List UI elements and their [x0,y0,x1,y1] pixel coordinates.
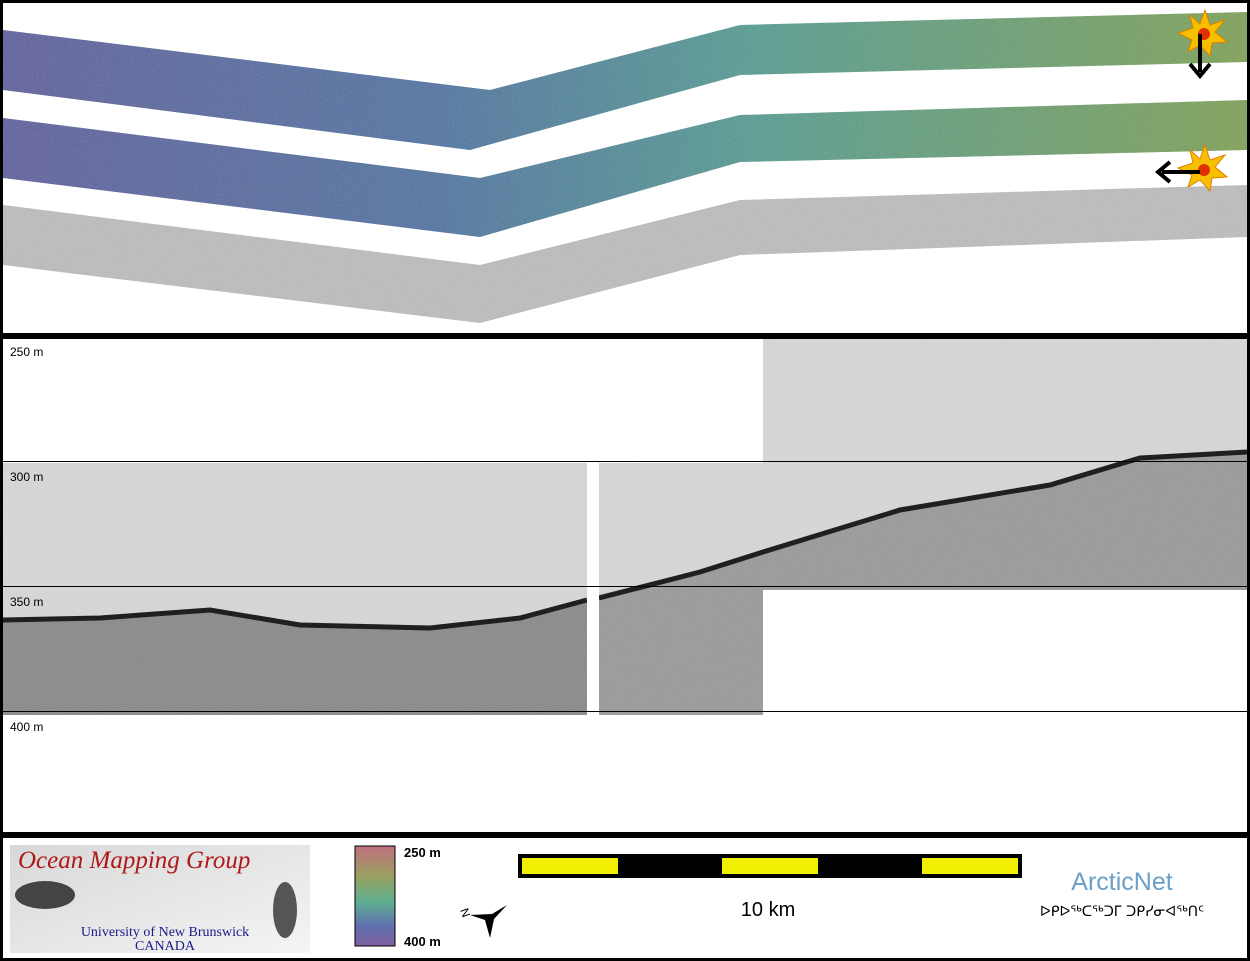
depth-label: 400 m [10,720,43,734]
colorbar-label: 400 m [404,934,441,949]
blank [763,590,1247,715]
logo-text: University of New Brunswick [81,925,249,940]
partner-name: ArcticNet [1071,868,1172,896]
scalebar-segment [722,858,818,874]
logo-title: Ocean Mapping Group [18,847,250,874]
logo-art [273,882,297,938]
depth-label: 300 m [10,470,43,484]
scalebar-segment [922,858,1018,874]
swath-texture [3,100,1247,237]
start-marker [1176,8,1229,80]
partner-subtitle: ᐅᑭᐅᖅᑕᖅᑐᒥ ᑐᑭᓯᓂᐊᖅᑎᑦ [1040,904,1204,920]
swath-texture [3,185,1247,323]
depth-label: 250 m [10,345,43,359]
scalebar-segment [522,858,618,874]
logo-text: CANADA [135,939,196,954]
gap [587,461,599,717]
depth-label: 350 m [10,595,43,609]
colorbar [354,845,396,947]
swath-texture [3,12,1247,150]
blank [3,339,763,461]
scalebar-label: 10 km [741,899,795,921]
end-marker [1154,143,1229,193]
colorbar-label: 250 m [404,845,441,860]
logo-art [15,881,75,909]
